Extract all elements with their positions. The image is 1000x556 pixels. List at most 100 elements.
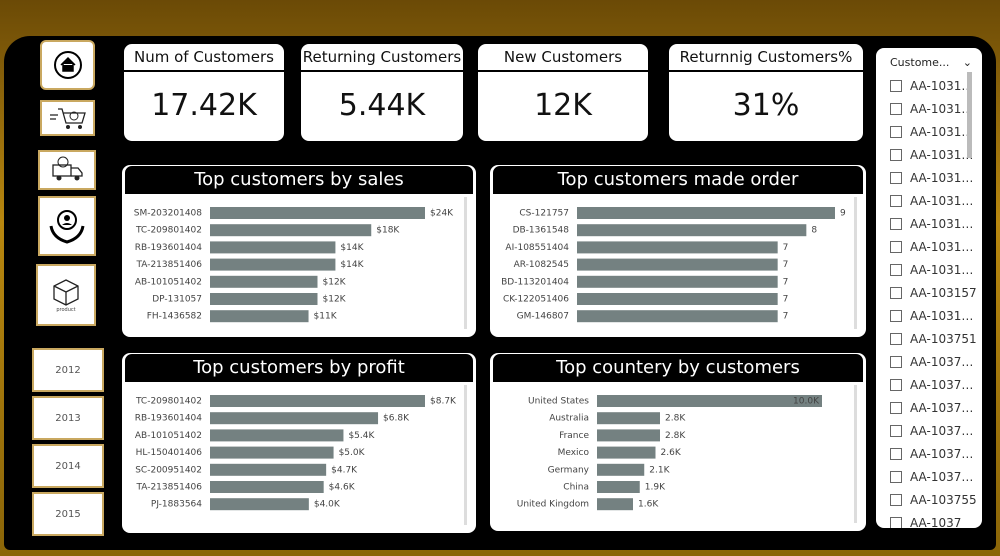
chart-card: Top customers by sales SM-203201408 $24K TC…: [122, 165, 476, 337]
slicer-title: Custome... ⌄: [876, 48, 982, 74]
checkbox[interactable]: [890, 102, 902, 115]
slicer-item[interactable]: AA-1031…: [876, 120, 982, 143]
slicer-item[interactable]: AA-1031…: [876, 143, 982, 166]
value-label: 7: [783, 260, 789, 270]
slicer-item[interactable]: AA-1031…: [876, 74, 982, 97]
checkbox[interactable]: [890, 240, 902, 253]
item-label: AA-103157: [910, 285, 977, 300]
slicer-item[interactable]: AA-103157: [876, 281, 982, 304]
sales-button[interactable]: [40, 100, 95, 136]
delivery-button[interactable]: [38, 150, 96, 190]
slicer-item[interactable]: AA-1037…: [876, 442, 982, 465]
checkbox[interactable]: [890, 171, 902, 184]
checkbox[interactable]: [890, 332, 902, 345]
bar: [577, 310, 778, 323]
bar: [210, 310, 309, 323]
checkbox[interactable]: [890, 217, 902, 230]
item-label: AA-1037…: [910, 469, 974, 484]
chart-card: Top countery by customers United States 10…: [490, 353, 866, 531]
chart-title: Top countery by customers: [492, 353, 864, 383]
checkbox[interactable]: [890, 355, 902, 368]
slicer-item[interactable]: AA-1037…: [876, 465, 982, 488]
box-icon: [53, 279, 79, 306]
checkbox[interactable]: [890, 470, 902, 483]
checkbox[interactable]: [890, 125, 902, 138]
value-label: 7: [783, 243, 789, 253]
dropdown-arrow[interactable]: ⌄: [962, 56, 972, 69]
value-label: $6.8K: [383, 414, 410, 424]
slicer-item[interactable]: AA-1037: [876, 511, 982, 528]
kpi-title: Returnnig Customers%: [669, 44, 863, 72]
year-button[interactable]: 2015: [32, 492, 104, 536]
checkbox[interactable]: [890, 424, 902, 437]
slicer-item[interactable]: AA-1031…: [876, 97, 982, 120]
item-label: AA-103751: [910, 331, 977, 346]
value-label: 1.6K: [638, 500, 659, 510]
bar: [210, 395, 425, 407]
category-label: AB-101051402: [135, 431, 202, 441]
slicer-item[interactable]: AA-103755: [876, 488, 982, 511]
checkbox[interactable]: [890, 378, 902, 391]
checkbox[interactable]: [890, 79, 902, 92]
product-button[interactable]: product: [36, 264, 96, 326]
slicer-item[interactable]: AA-1037…: [876, 419, 982, 442]
customer-slicer[interactable]: Custome... ⌄ AA-1031… AA-1031… AA-1031… AA-1…: [876, 48, 982, 528]
category-label: CS-121757: [519, 209, 569, 219]
year-button[interactable]: 2013: [32, 396, 104, 440]
bar-chart: TC-209801402 $8.7K RB-193601404 $6.8K AB-101…: [135, 385, 467, 525]
checkbox[interactable]: [890, 263, 902, 276]
bar: [577, 293, 778, 305]
slicer-item[interactable]: AA-1031…: [876, 189, 982, 212]
value-label: 2.8K: [665, 431, 686, 441]
bar: [577, 275, 778, 288]
slicer-item[interactable]: AA-1031…: [876, 304, 982, 327]
checkbox[interactable]: [890, 447, 902, 460]
checkbox[interactable]: [890, 286, 902, 299]
slicer-item[interactable]: AA-1037…: [876, 350, 982, 373]
value-label: $11K: [314, 312, 338, 322]
bar: [577, 241, 778, 254]
value-label: 2.1K: [649, 465, 670, 475]
category-label: FH-1436582: [147, 312, 202, 322]
value-label: $24K: [430, 209, 454, 219]
slicer-item[interactable]: AA-1031…: [876, 212, 982, 235]
slicer-item[interactable]: AA-1031…: [876, 258, 982, 281]
item-label: AA-1031…: [910, 193, 974, 208]
customers-button[interactable]: [38, 196, 96, 256]
handshake-icon: [49, 210, 85, 244]
slicer-item[interactable]: AA-103751: [876, 327, 982, 350]
slicer-item[interactable]: AA-1037…: [876, 373, 982, 396]
bar: [210, 412, 379, 425]
checkbox[interactable]: [890, 516, 902, 528]
slicer-item[interactable]: AA-1031…: [876, 235, 982, 258]
value-label: $14K: [340, 260, 364, 270]
bar: [210, 275, 318, 288]
value-label: $12K: [323, 277, 347, 287]
value-label: $4.7K: [331, 465, 358, 475]
checkbox[interactable]: [890, 401, 902, 414]
bar: [597, 446, 656, 459]
year-button[interactable]: 2014: [32, 444, 104, 488]
checkbox[interactable]: [890, 493, 902, 506]
scrollbar: [967, 72, 972, 158]
item-label: AA-1037…: [910, 446, 974, 461]
value-label: 8: [811, 226, 817, 236]
checkbox[interactable]: [890, 148, 902, 161]
category-label: DB-1361548: [513, 226, 570, 236]
slicer-item[interactable]: AA-1037…: [876, 396, 982, 419]
value-label: $5.0K: [339, 448, 366, 458]
value-label: $12K: [323, 295, 347, 305]
bar: [210, 293, 318, 305]
category-label: Mexico: [558, 448, 590, 458]
bar-chart: SM-203201408 $24K TC-209801402 $18K RB-19360…: [134, 197, 467, 329]
checkbox[interactable]: [890, 309, 902, 322]
slicer-item[interactable]: AA-1031…: [876, 166, 982, 189]
category-label: HL-150401406: [136, 448, 203, 458]
year-button[interactable]: 2012: [32, 348, 104, 392]
checkbox[interactable]: [890, 194, 902, 207]
category-label: RB-193601404: [135, 414, 202, 424]
item-label: AA-1031…: [910, 170, 974, 185]
home-button[interactable]: [40, 40, 95, 90]
item-label: AA-1031…: [910, 262, 974, 277]
bar: [577, 224, 807, 237]
